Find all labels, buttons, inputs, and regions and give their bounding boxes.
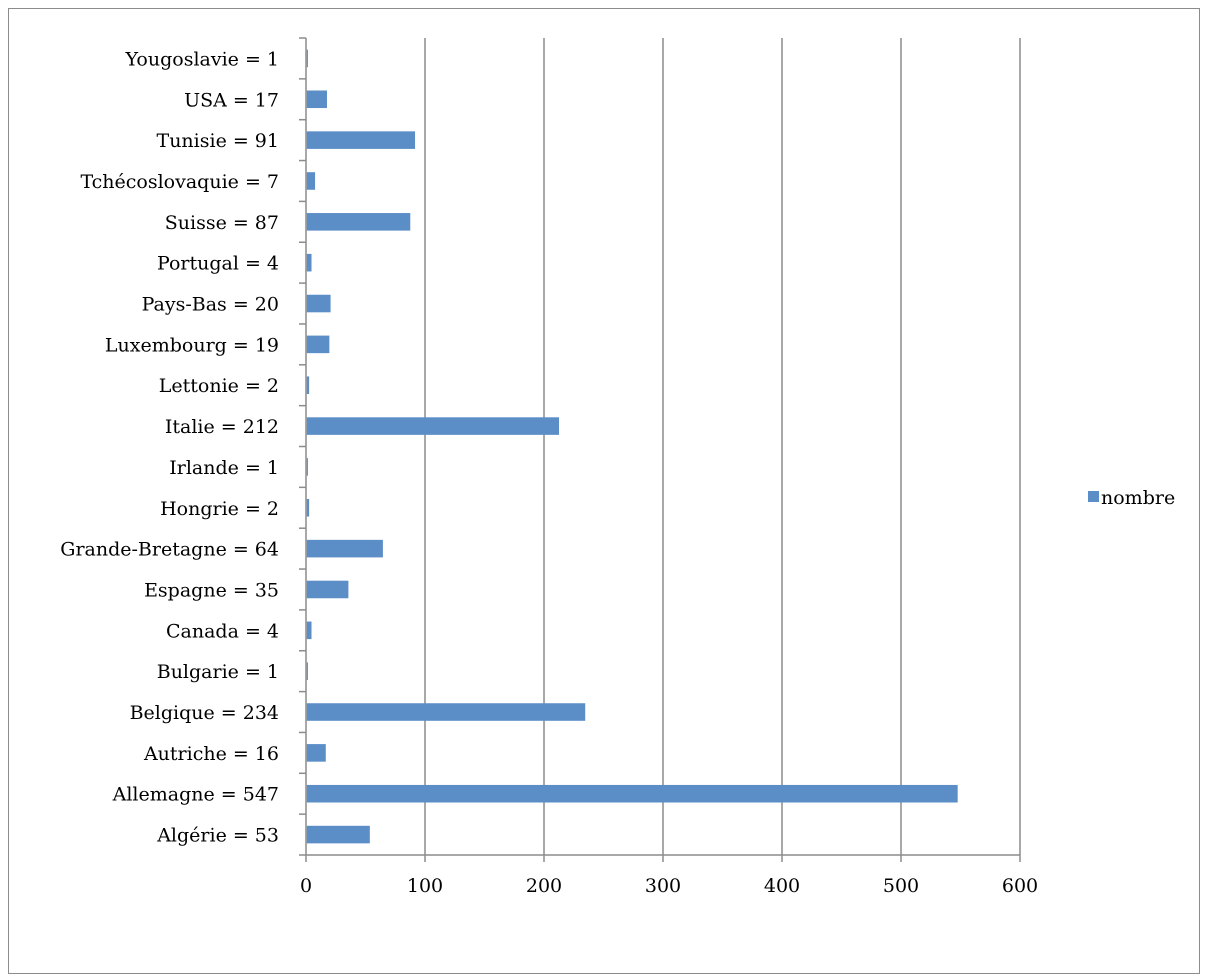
bar-4: [306, 662, 308, 680]
bar-2: [306, 744, 326, 762]
bar-10: [306, 417, 560, 435]
category-label-14: Portugal = 4: [157, 253, 279, 275]
category-label-4: Bulgarie = 1: [157, 661, 279, 683]
category-label-5: Canada = 4: [166, 620, 279, 642]
gridlines: [424, 38, 1021, 855]
category-label-12: Luxembourg = 19: [105, 334, 279, 356]
bar-17: [306, 131, 416, 149]
category-label-6: Espagne = 35: [144, 579, 279, 601]
category-label-18: USA = 17: [184, 89, 279, 111]
category-label-0: Algérie = 53: [156, 825, 279, 847]
bar-5: [306, 621, 312, 640]
bar-8: [306, 498, 310, 517]
category-label-16: Tchécoslovaquie = 7: [80, 171, 279, 193]
x-tick-label-600: 600: [1002, 875, 1038, 897]
bar-15: [306, 213, 411, 231]
bar-11: [306, 376, 310, 395]
category-label-19: Yougoslavie = 1: [125, 48, 279, 70]
chart-frame: [8, 8, 1200, 974]
bar-1: [306, 784, 958, 803]
bar-7: [306, 539, 383, 558]
legend-label: nombre: [1101, 487, 1175, 509]
x-tick-labels: 0 100 200 300 400 500 600: [300, 875, 1038, 897]
x-tick-label-200: 200: [526, 875, 562, 897]
category-labels: Algérie = 53 Allemagne = 547 Autriche = 16…: [60, 48, 279, 846]
x-tick-label-300: 300: [645, 875, 681, 897]
category-label-13: Pays-Bas = 20: [142, 294, 279, 316]
category-label-17: Tunisie = 91: [157, 130, 279, 152]
category-label-2: Autriche = 16: [143, 743, 279, 765]
bars: [306, 49, 958, 844]
bar-3: [306, 703, 586, 721]
category-label-1: Allemagne = 547: [112, 784, 279, 806]
legend-swatch: [1088, 491, 1099, 502]
bar-0: [306, 825, 370, 844]
bar-6: [306, 580, 349, 599]
bar-13: [306, 294, 331, 313]
bar-14: [306, 253, 312, 272]
bar-12: [306, 335, 330, 354]
bar-19: [306, 49, 308, 68]
category-label-10: Italie = 212: [165, 416, 279, 438]
category-label-8: Hongrie = 2: [160, 498, 279, 520]
category-label-7: Grande-Bretagne = 64: [60, 539, 279, 561]
category-label-11: Lettonie = 2: [159, 375, 279, 397]
x-tick-label-500: 500: [883, 875, 919, 897]
x-tick-label-400: 400: [764, 875, 800, 897]
axes: [299, 37, 1021, 862]
category-label-9: Irlande = 1: [169, 457, 279, 479]
category-label-3: Belgique = 234: [130, 702, 279, 724]
category-label-15: Suisse = 87: [165, 212, 279, 234]
legend: nombre: [1088, 487, 1175, 509]
x-tick-label-100: 100: [407, 875, 443, 897]
bar-16: [306, 172, 316, 190]
bar-18: [306, 90, 327, 109]
x-tick-label-0: 0: [300, 875, 312, 897]
bar-9: [306, 458, 308, 476]
